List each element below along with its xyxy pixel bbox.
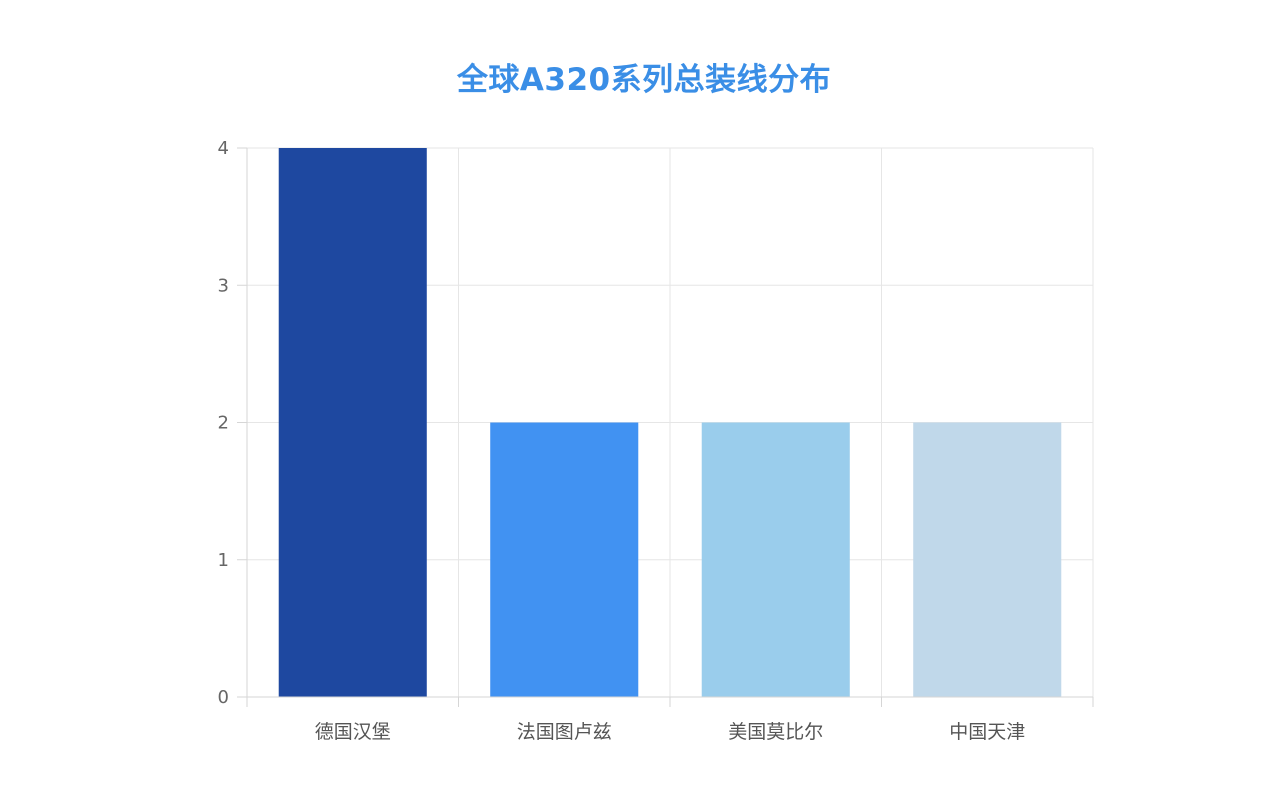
y-tick-label: 3 xyxy=(218,275,229,296)
bar-4 xyxy=(913,422,1062,697)
y-tick-label: 4 xyxy=(218,138,229,159)
x-category-label: 中国天津 xyxy=(949,721,1025,743)
x-category-label: 法国图卢兹 xyxy=(517,721,612,743)
chart-title: 全球A320系列总装线分布 xyxy=(456,62,832,98)
y-tick-label: 2 xyxy=(218,413,229,434)
y-tick-label: 1 xyxy=(218,550,229,571)
x-category-label: 德国汉堡 xyxy=(315,721,391,743)
bars xyxy=(278,148,1062,697)
y-tick-label: 0 xyxy=(218,687,229,708)
axes xyxy=(237,147,1094,707)
axis-labels: 0 1 2 3 4 德国汉堡 法国图卢兹 美国莫比尔 中国天津 xyxy=(218,138,1026,743)
bar-2 xyxy=(490,422,639,697)
bar-1 xyxy=(278,148,427,697)
bar-3 xyxy=(701,422,850,697)
x-category-label: 美国莫比尔 xyxy=(728,721,823,743)
